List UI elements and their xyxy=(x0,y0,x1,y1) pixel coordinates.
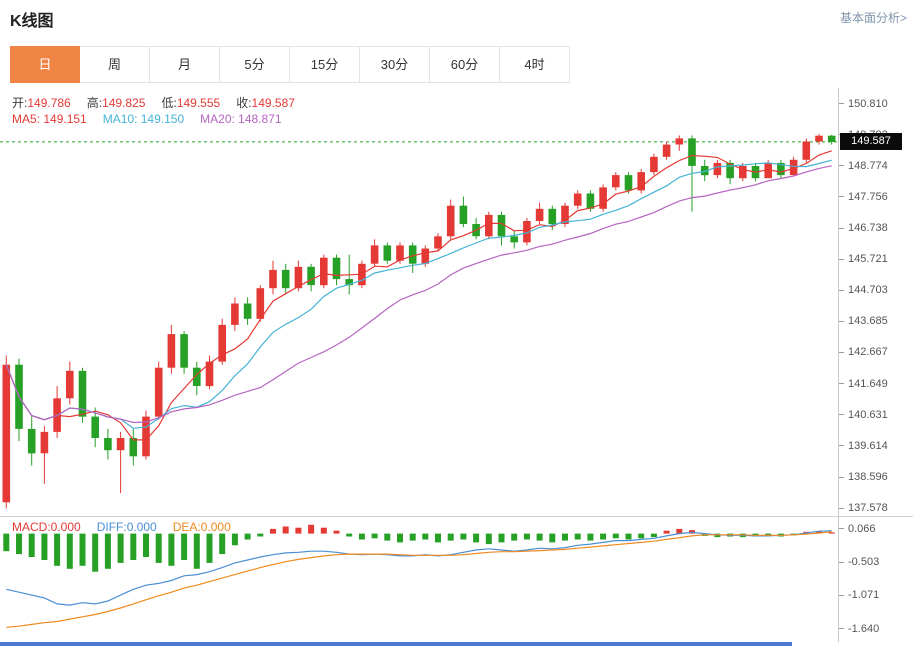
chart-area: 开:149.786 高:149.825 低:149.555 收:149.587 MA5… xyxy=(0,88,913,642)
tab-day[interactable]: 日 xyxy=(10,46,80,83)
y-axis-label: 147.756 xyxy=(839,191,888,203)
ohlc-close: 收:149.587 xyxy=(236,96,295,110)
y-axis-label: 143.685 xyxy=(839,315,888,327)
page-title: K线图 xyxy=(10,13,54,30)
macd-axis-label: 0.066 xyxy=(839,523,876,535)
ma5-line xyxy=(5,150,832,441)
y-axis-label: 145.721 xyxy=(839,253,888,265)
y-axis-label: 144.703 xyxy=(839,284,888,296)
y-axis-label: 137.578 xyxy=(839,502,888,514)
tab-30min[interactable]: 30分 xyxy=(360,46,430,83)
tab-60min[interactable]: 60分 xyxy=(430,46,500,83)
macd-y-axis: 0.066 -0.503 -1.071 -1.640 xyxy=(838,516,913,642)
ma20-legend: MA20: 148.871 xyxy=(200,112,282,126)
ma5-legend: MA5: 149.151 xyxy=(12,112,87,126)
main-chart-canvas[interactable] xyxy=(0,88,838,516)
ohlc-low: 低:149.555 xyxy=(161,96,221,110)
y-axis-label: 138.596 xyxy=(839,471,888,483)
diff-value: DIFF:0.000 xyxy=(96,520,157,534)
macd-axis-label: -1.071 xyxy=(839,589,879,601)
ma-legend: MA5: 149.151 MA10: 149.150 MA20: 148.871 xyxy=(12,112,298,126)
ohlc-open: 开:149.786 xyxy=(12,96,71,110)
ma20-line xyxy=(5,165,832,424)
y-axis-label: 141.649 xyxy=(839,378,888,390)
tab-bar: 日周月 5分 15分 30分 60分 4时 xyxy=(10,46,570,83)
y-axis-label: 142.667 xyxy=(839,346,888,358)
main-chart: 开:149.786 高:149.825 低:149.555 收:149.587 MA5… xyxy=(0,88,838,516)
macd-axis-label: -0.503 xyxy=(839,556,879,568)
candles xyxy=(2,133,836,509)
bottom-scrollbar[interactable] xyxy=(0,642,792,646)
macd-panel: MACD:0.000 DIFF:0.000 DEA:0.000 xyxy=(0,516,838,642)
y-axis-label: 150.810 xyxy=(839,98,888,110)
macd-axis-label: -1.640 xyxy=(839,623,879,635)
tab-week[interactable]: 周 xyxy=(80,46,150,83)
tab-month[interactable]: 月 xyxy=(150,46,220,83)
tab-4hour[interactable]: 4时 xyxy=(500,46,570,83)
ohlc-legend: 开:149.786 高:149.825 低:149.555 收:149.587 xyxy=(12,94,311,111)
macd-canvas[interactable] xyxy=(0,516,838,642)
y-axis-label: 140.631 xyxy=(839,409,888,421)
macd-legend: MACD:0.000 DIFF:0.000 DEA:0.000 xyxy=(12,520,247,534)
price-tag: 149.587 xyxy=(840,132,902,150)
fundamental-analysis-link[interactable]: 基本面分析> xyxy=(839,11,907,25)
main-y-axis: 149.587 150.810149.792148.774147.756146.… xyxy=(838,88,913,516)
panel-divider xyxy=(0,516,913,517)
y-axis-label: 146.738 xyxy=(839,222,888,234)
y-axis-label: 139.614 xyxy=(839,440,888,452)
tab-15min[interactable]: 15分 xyxy=(290,46,360,83)
diff-line xyxy=(6,530,832,606)
tab-5min[interactable]: 5分 xyxy=(220,46,290,83)
macd-value: MACD:0.000 xyxy=(12,520,81,534)
dea-line xyxy=(6,531,832,628)
dea-value: DEA:0.000 xyxy=(172,520,231,534)
y-axis-label: 148.774 xyxy=(839,160,888,172)
ma10-line xyxy=(5,159,832,429)
ma10-legend: MA10: 149.150 xyxy=(102,112,185,126)
ohlc-high: 高:149.825 xyxy=(86,96,146,110)
